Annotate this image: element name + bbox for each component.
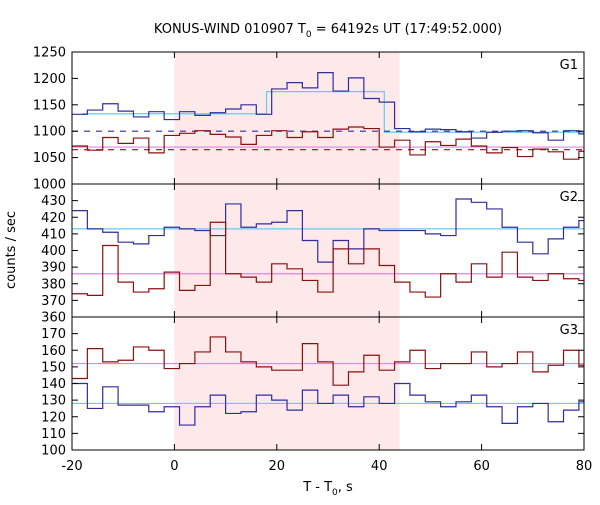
chart-title: KONUS-WIND 010907 T0 = 64192s UT (17:49:…: [154, 22, 502, 40]
series-line: [72, 336, 584, 386]
y-tick-label: 130: [41, 394, 66, 409]
y-tick-label: 1200: [33, 72, 66, 87]
highlight-region: [174, 184, 400, 317]
series-layer: [72, 71, 584, 426]
highlight-layer: [174, 52, 400, 450]
x-tick-label: 0: [170, 459, 178, 474]
series-line: [72, 198, 584, 263]
y-tick-label: 160: [41, 344, 66, 359]
y-tick-label: 100: [41, 444, 66, 459]
y-tick-label: 120: [41, 410, 66, 425]
series-line: [72, 221, 584, 298]
y-tick-label: 390: [41, 261, 66, 276]
panel-label: G1: [560, 58, 578, 73]
y-tick-label: 110: [41, 427, 66, 442]
x-tick-label: 80: [576, 459, 593, 474]
y-tick-label: 380: [41, 277, 66, 292]
x-axis-label: T - T0, s: [302, 480, 353, 498]
x-tick-label: 20: [269, 459, 286, 474]
x-tick-label: 60: [473, 459, 490, 474]
fit-layer: [72, 90, 584, 405]
series-line: [72, 71, 584, 141]
y-tick-label: 170: [41, 327, 66, 342]
y-tick-label: 410: [41, 227, 66, 242]
y-axis-label: counts / sec: [4, 211, 19, 289]
series-line: [72, 382, 584, 426]
y-tick-label: 420: [41, 211, 66, 226]
y-tick-label: 140: [41, 377, 66, 392]
y-tick-label: 400: [41, 244, 66, 259]
y-tick-label: 1050: [33, 151, 66, 166]
y-tick-label: 360: [41, 311, 66, 326]
highlight-region: [174, 317, 400, 450]
x-tick-label: -20: [61, 459, 82, 474]
y-tick-label: 1150: [33, 98, 66, 113]
panel-label: G2: [560, 190, 578, 205]
series-line: [72, 126, 584, 160]
x-tick-label: 40: [371, 459, 388, 474]
y-tick-label: 370: [41, 294, 66, 309]
y-tick-label: 1000: [33, 178, 66, 193]
highlight-region: [174, 52, 400, 184]
tick-layer: 100010501100115012001250G136037038039040…: [33, 46, 592, 475]
panel-label: G3: [560, 323, 578, 338]
y-tick-label: 1250: [33, 46, 66, 61]
y-tick-label: 1100: [33, 125, 66, 140]
y-tick-label: 150: [41, 360, 66, 375]
y-tick-label: 430: [41, 194, 66, 209]
